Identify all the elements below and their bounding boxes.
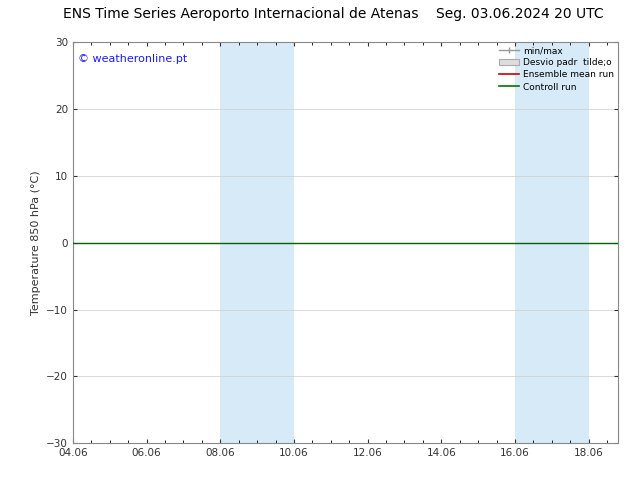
Bar xyxy=(220,42,294,443)
Bar xyxy=(515,42,589,443)
Legend: min/max, Desvio padr  tilde;o, Ensemble mean run, Controll run: min/max, Desvio padr tilde;o, Ensemble m… xyxy=(497,45,616,94)
Text: © weatheronline.pt: © weatheronline.pt xyxy=(79,54,188,64)
Y-axis label: Temperature 850 hPa (°C): Temperature 850 hPa (°C) xyxy=(30,170,41,315)
Text: ENS Time Series Aeroporto Internacional de Atenas: ENS Time Series Aeroporto Internacional … xyxy=(63,7,418,22)
Text: Seg. 03.06.2024 20 UTC: Seg. 03.06.2024 20 UTC xyxy=(436,7,604,22)
